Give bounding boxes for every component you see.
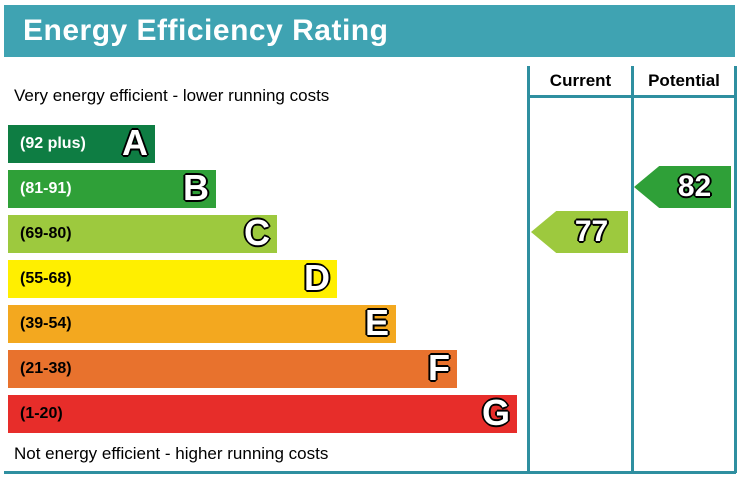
potential-rating-value: 82 [677, 170, 712, 203]
band-f: (21-38) F [8, 347, 457, 389]
band-a-letter: A [122, 122, 148, 164]
band-f-range: (21-38) [20, 360, 72, 377]
band-b-range: (81-91) [20, 180, 72, 197]
potential-column-header: Potential [648, 71, 720, 90]
band-g: (1-20) G [8, 392, 517, 434]
table-header-underline [527, 95, 737, 98]
caption-not-efficient: Not energy efficient - higher running co… [14, 444, 329, 463]
current-rating-pointer: 77 [531, 211, 628, 253]
band-f-letter: F [428, 347, 450, 389]
band-g-letter: G [481, 392, 510, 434]
table-vline-middle [631, 66, 634, 473]
band-a-range: (92 plus) [20, 135, 86, 152]
caption-very-efficient: Very energy efficient - lower running co… [14, 86, 330, 105]
current-column-header: Current [549, 71, 612, 90]
band-d-range: (55-68) [20, 270, 72, 287]
current-rating-value: 77 [574, 215, 609, 248]
band-b-letter: B [183, 167, 209, 209]
band-e: (39-54) E [8, 302, 396, 344]
table-vline-right [734, 66, 737, 473]
band-e-letter: E [364, 302, 389, 344]
band-c-letter: C [244, 212, 270, 254]
band-e-range: (39-54) [20, 315, 72, 332]
band-g-range: (1-20) [20, 405, 63, 422]
band-d-letter: D [304, 257, 330, 299]
chart-title-banner: Energy Efficiency Rating [4, 5, 735, 57]
band-d: (55-68) D [8, 257, 337, 299]
table-vline-left [527, 66, 530, 473]
table-bottom-line [4, 471, 736, 474]
chart-title: Energy Efficiency Rating [23, 14, 389, 47]
band-b: (81-91) B [8, 167, 216, 209]
band-a: (92 plus) A [8, 122, 155, 164]
band-c-range: (69-80) [20, 225, 72, 242]
potential-rating-pointer: 82 [634, 166, 731, 208]
band-c: (69-80) C [8, 212, 277, 254]
